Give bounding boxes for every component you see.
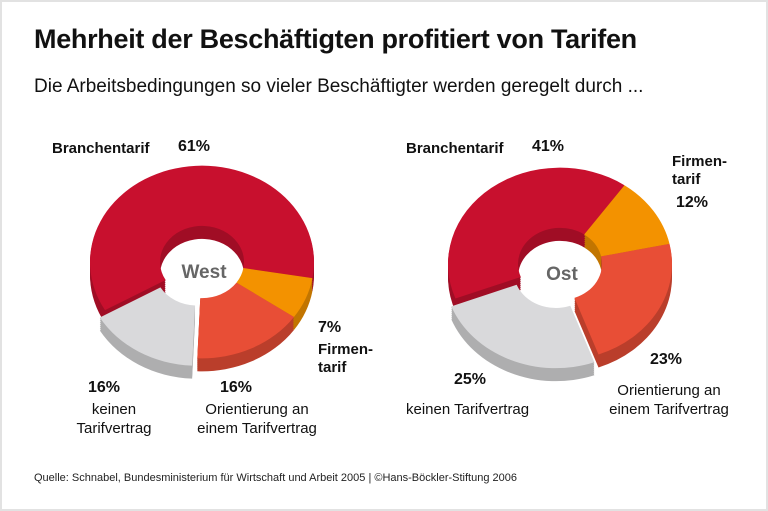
ost-orient-label-2: einem Tarifvertrag bbox=[609, 401, 729, 418]
ost-firmen-label-2: tarif bbox=[672, 171, 701, 188]
ost-branchen-pct: 41% bbox=[532, 138, 565, 155]
ost-branchen-label: Branchentarif bbox=[406, 140, 504, 157]
slice-keinen-tarifvertrag bbox=[451, 284, 595, 369]
ost-firmen-pct: 12% bbox=[676, 194, 709, 211]
west-firmen-pct: 7% bbox=[318, 319, 342, 336]
ost-kein-label: keinen Tarifvertrag bbox=[406, 401, 530, 418]
west-branchen-label: Branchentarif bbox=[52, 140, 150, 157]
source-note: Quelle: Schnabel, Bundesministerium für … bbox=[34, 472, 517, 484]
slice-keinen-tarifvertrag bbox=[99, 287, 196, 366]
ost-orient-label-1: Orientierung an bbox=[617, 382, 721, 399]
ost-orient-pct: 23% bbox=[650, 351, 683, 368]
west-branchen-pct: 61% bbox=[178, 138, 211, 155]
west-kein-label-1: keinen bbox=[91, 401, 137, 418]
west-firmen-label-1: Firmen- bbox=[318, 341, 374, 358]
chart-subtitle: Die Arbeitsbedingungen so vieler Beschäf… bbox=[34, 76, 644, 97]
west-orient-label-1: Orientierung an bbox=[205, 401, 309, 418]
slice-orientierung-an-einem-tarifvertrag bbox=[197, 282, 294, 359]
west-firmen-label-2: tarif bbox=[318, 359, 347, 376]
ost-kein-pct: 25% bbox=[454, 371, 487, 388]
slice-firmentarif bbox=[236, 268, 313, 317]
ost-firmen-label-1: Firmen- bbox=[672, 153, 728, 170]
slice-branchentarif bbox=[448, 167, 625, 299]
slice-firmentarif bbox=[584, 185, 670, 257]
center-label: Ost bbox=[546, 264, 578, 285]
west-orient-label-2: einem Tarifvertrag bbox=[197, 420, 317, 437]
slice-orientierung-an-einem-tarifvertrag bbox=[574, 243, 672, 355]
west-kein-pct: 16% bbox=[88, 379, 121, 396]
west-orient-pct: 16% bbox=[220, 379, 253, 396]
chart-title: Mehrheit der Beschäftigten profitiert vo… bbox=[34, 24, 637, 54]
west-kein-label-2: Tarifvertrag bbox=[76, 420, 152, 437]
center-label: West bbox=[181, 262, 227, 283]
slice-branchentarif bbox=[90, 165, 315, 311]
